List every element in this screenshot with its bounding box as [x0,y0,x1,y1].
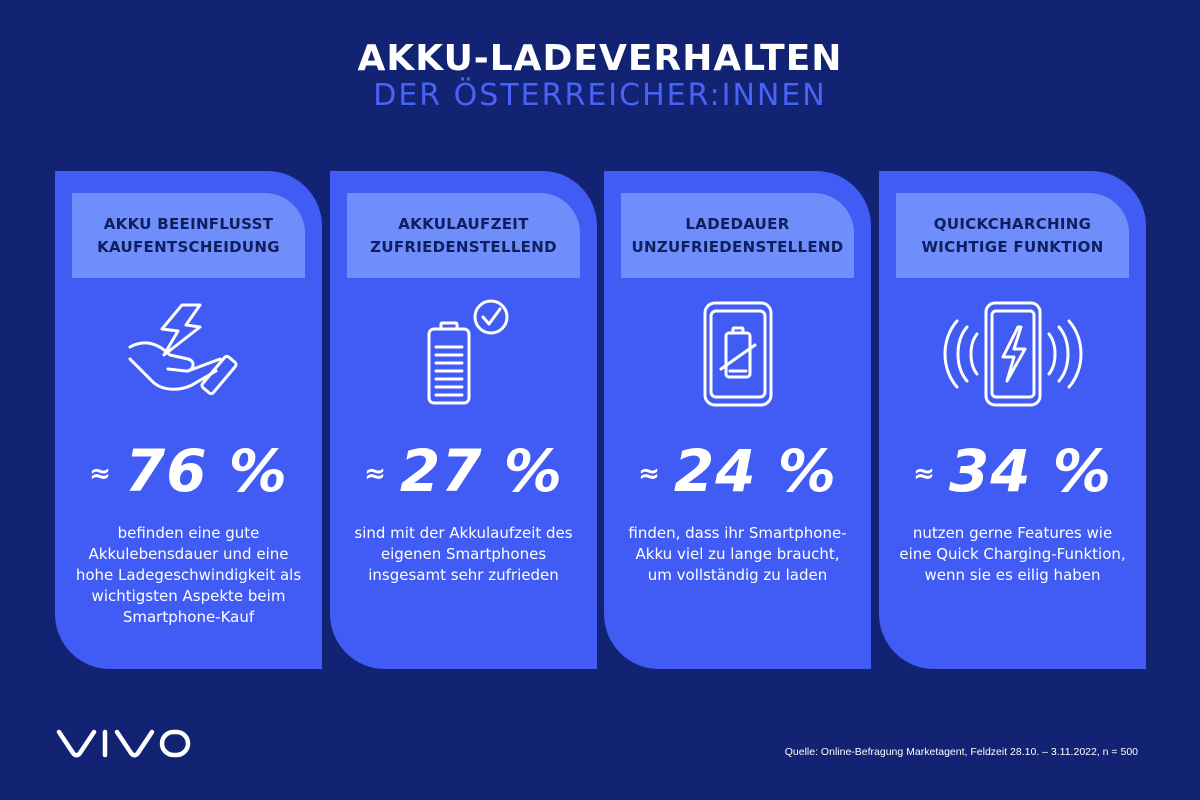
card-header-line: KAUFENTSCHEIDUNG [97,237,280,256]
vivo-logo [56,722,191,766]
hand-lightning-icon [55,296,322,411]
stat-description: befinden eine gute Akkulebensdauer und e… [75,524,302,626]
stat-value: ≈ 76 % [55,436,322,506]
approx-symbol: ≈ [364,459,386,489]
page-subtitle: DER ÖSTERREICHER:INNEN [373,78,827,113]
card-header-line: QUICKCHARCHING [933,214,1092,233]
card-header: LADEDAUER UNZUFRIEDENSTELLEND [621,193,854,278]
phone-quick-charge-icon [879,296,1146,411]
source-note: Quelle: Online-Befragung Marketagent, Fe… [784,746,1138,758]
stat-card-battery-life: AKKULAUFZEIT ZUFRIEDENSTELLEND ≈ 27 % si [330,171,597,669]
approx-symbol: ≈ [89,459,111,489]
card-header-line: WICHTIGE FUNKTION [921,237,1104,256]
stat-card-purchase-decision: AKKU BEEINFLUSST KAUFENTSCHEIDUNG ≈ 76 %… [55,171,322,669]
stat-value: ≈ 27 % [330,436,597,506]
stat-description: sind mit der Akkulaufzeit des eigenen Sm… [354,524,573,584]
approx-symbol: ≈ [638,459,660,489]
card-header: QUICKCHARCHING WICHTIGE FUNKTION [896,193,1129,278]
card-header-line: UNZUFRIEDENSTELLEND [631,237,844,256]
stat-description: finden, dass ihr Smartphone-Akku viel zu… [628,524,847,584]
card-header-line: ZUFRIEDENSTELLEND [370,237,557,256]
card-header-line: LADEDAUER [685,214,790,233]
stat-number: 24 % [673,437,837,505]
stat-number: 34 % [948,437,1112,505]
approx-symbol: ≈ [913,459,935,489]
stat-card-charge-time: LADEDAUER UNZUFRIEDENSTELLEND ≈ 24 % fin… [604,171,871,669]
stat-number: 76 % [124,437,288,505]
stat-value: ≈ 34 % [879,436,1146,506]
card-header: AKKU BEEINFLUSST KAUFENTSCHEIDUNG [72,193,305,278]
card-header-line: AKKULAUFZEIT [398,214,529,233]
page-title: AKKU-LADEVERHALTEN [357,38,843,79]
card-header: AKKULAUFZEIT ZUFRIEDENSTELLEND [347,193,580,278]
card-header-line: AKKU BEEINFLUSST [103,214,274,233]
battery-check-icon [330,296,597,411]
stat-value: ≈ 24 % [604,436,871,506]
stat-number: 27 % [399,437,563,505]
stat-card-quick-charging: QUICKCHARCHING WICHTIGE FUNKTION ≈ 34 % … [879,171,1146,669]
stat-description: nutzen gerne Features wie eine Quick Cha… [899,524,1126,584]
phone-low-battery-icon [604,296,871,411]
